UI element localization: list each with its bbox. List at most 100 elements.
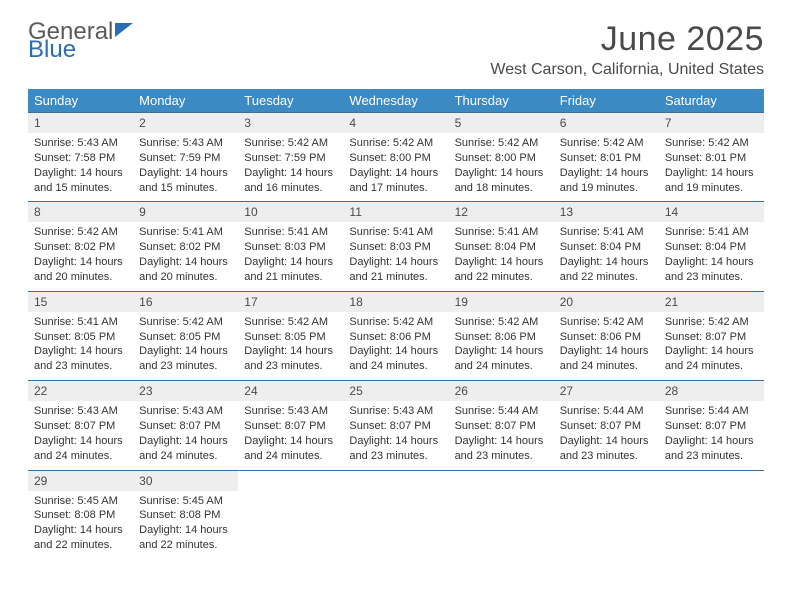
sunrise-line: Sunrise: 5:42 AM [244, 136, 337, 151]
calendar-day-cell: 26Sunrise: 5:44 AMSunset: 8:07 PMDayligh… [449, 381, 554, 470]
sunrise-line: Sunrise: 5:45 AM [139, 494, 232, 509]
daylight-line: Daylight: 14 hours and 22 minutes. [455, 255, 548, 285]
day-details: Sunrise: 5:42 AMSunset: 8:01 PMDaylight:… [554, 133, 659, 201]
day-number: 1 [28, 113, 133, 133]
day-number: 6 [554, 113, 659, 133]
day-number: 11 [343, 202, 448, 222]
sunset-line: Sunset: 8:08 PM [34, 508, 127, 523]
sunrise-line: Sunrise: 5:43 AM [139, 404, 232, 419]
sunrise-line: Sunrise: 5:42 AM [139, 315, 232, 330]
daylight-line: Daylight: 14 hours and 15 minutes. [139, 166, 232, 196]
day-number: 16 [133, 292, 238, 312]
day-number: 25 [343, 381, 448, 401]
day-details: Sunrise: 5:43 AMSunset: 8:07 PMDaylight:… [133, 401, 238, 469]
daylight-line: Daylight: 14 hours and 21 minutes. [244, 255, 337, 285]
day-details: Sunrise: 5:43 AMSunset: 8:07 PMDaylight:… [238, 401, 343, 469]
calendar-week-row: 29Sunrise: 5:45 AMSunset: 8:08 PMDayligh… [28, 470, 764, 559]
day-number: 4 [343, 113, 448, 133]
calendar-day-cell: 15Sunrise: 5:41 AMSunset: 8:05 PMDayligh… [28, 291, 133, 380]
daylight-line: Daylight: 14 hours and 15 minutes. [34, 166, 127, 196]
sunrise-line: Sunrise: 5:42 AM [455, 315, 548, 330]
day-number-empty [343, 471, 448, 491]
sunrise-line: Sunrise: 5:42 AM [665, 315, 758, 330]
calendar-day-cell: 23Sunrise: 5:43 AMSunset: 8:07 PMDayligh… [133, 381, 238, 470]
calendar-day-cell [449, 470, 554, 559]
day-details: Sunrise: 5:42 AMSunset: 8:07 PMDaylight:… [659, 312, 764, 380]
daylight-line: Daylight: 14 hours and 17 minutes. [349, 166, 442, 196]
day-number: 14 [659, 202, 764, 222]
sunrise-line: Sunrise: 5:42 AM [560, 136, 653, 151]
day-details: Sunrise: 5:42 AMSunset: 7:59 PMDaylight:… [238, 133, 343, 201]
day-number: 9 [133, 202, 238, 222]
day-number: 19 [449, 292, 554, 312]
sunrise-line: Sunrise: 5:43 AM [34, 404, 127, 419]
calendar-day-cell: 22Sunrise: 5:43 AMSunset: 8:07 PMDayligh… [28, 381, 133, 470]
weekday-header: Wednesday [343, 89, 448, 113]
day-details: Sunrise: 5:43 AMSunset: 7:58 PMDaylight:… [28, 133, 133, 201]
day-number: 8 [28, 202, 133, 222]
sunset-line: Sunset: 7:59 PM [244, 151, 337, 166]
daylight-line: Daylight: 14 hours and 23 minutes. [665, 434, 758, 464]
calendar-day-cell: 30Sunrise: 5:45 AMSunset: 8:08 PMDayligh… [133, 470, 238, 559]
calendar-day-cell: 19Sunrise: 5:42 AMSunset: 8:06 PMDayligh… [449, 291, 554, 380]
sunset-line: Sunset: 7:58 PM [34, 151, 127, 166]
daylight-line: Daylight: 14 hours and 24 minutes. [455, 344, 548, 374]
sunrise-line: Sunrise: 5:42 AM [349, 315, 442, 330]
day-details: Sunrise: 5:42 AMSunset: 8:06 PMDaylight:… [343, 312, 448, 380]
sunset-line: Sunset: 8:02 PM [34, 240, 127, 255]
sunset-line: Sunset: 8:03 PM [349, 240, 442, 255]
calendar-week-row: 8Sunrise: 5:42 AMSunset: 8:02 PMDaylight… [28, 202, 764, 291]
daylight-line: Daylight: 14 hours and 23 minutes. [244, 344, 337, 374]
sunrise-line: Sunrise: 5:41 AM [455, 225, 548, 240]
day-details: Sunrise: 5:42 AMSunset: 8:00 PMDaylight:… [343, 133, 448, 201]
calendar-day-cell: 27Sunrise: 5:44 AMSunset: 8:07 PMDayligh… [554, 381, 659, 470]
day-details: Sunrise: 5:42 AMSunset: 8:06 PMDaylight:… [554, 312, 659, 380]
calendar-day-cell: 6Sunrise: 5:42 AMSunset: 8:01 PMDaylight… [554, 113, 659, 202]
weekday-header: Monday [133, 89, 238, 113]
calendar-day-cell: 24Sunrise: 5:43 AMSunset: 8:07 PMDayligh… [238, 381, 343, 470]
calendar-day-cell: 20Sunrise: 5:42 AMSunset: 8:06 PMDayligh… [554, 291, 659, 380]
day-details: Sunrise: 5:41 AMSunset: 8:04 PMDaylight:… [554, 222, 659, 290]
day-details: Sunrise: 5:45 AMSunset: 8:08 PMDaylight:… [133, 491, 238, 559]
sunrise-line: Sunrise: 5:41 AM [244, 225, 337, 240]
calendar-day-cell: 12Sunrise: 5:41 AMSunset: 8:04 PMDayligh… [449, 202, 554, 291]
calendar-day-cell: 10Sunrise: 5:41 AMSunset: 8:03 PMDayligh… [238, 202, 343, 291]
header: General Blue June 2025 West Carson, Cali… [28, 20, 764, 79]
weekday-header: Friday [554, 89, 659, 113]
day-number: 3 [238, 113, 343, 133]
day-details: Sunrise: 5:42 AMSunset: 8:02 PMDaylight:… [28, 222, 133, 290]
sunset-line: Sunset: 8:07 PM [665, 330, 758, 345]
daylight-line: Daylight: 14 hours and 20 minutes. [139, 255, 232, 285]
day-details: Sunrise: 5:42 AMSunset: 8:05 PMDaylight:… [133, 312, 238, 380]
calendar-day-cell [659, 470, 764, 559]
calendar-day-cell: 5Sunrise: 5:42 AMSunset: 8:00 PMDaylight… [449, 113, 554, 202]
day-details: Sunrise: 5:44 AMSunset: 8:07 PMDaylight:… [554, 401, 659, 469]
sunrise-line: Sunrise: 5:41 AM [665, 225, 758, 240]
day-number: 17 [238, 292, 343, 312]
calendar-day-cell [343, 470, 448, 559]
daylight-line: Daylight: 14 hours and 23 minutes. [139, 344, 232, 374]
sunrise-line: Sunrise: 5:44 AM [560, 404, 653, 419]
day-number: 29 [28, 471, 133, 491]
logo-word-2: Blue [28, 36, 76, 63]
daylight-line: Daylight: 14 hours and 21 minutes. [349, 255, 442, 285]
calendar-day-cell: 29Sunrise: 5:45 AMSunset: 8:08 PMDayligh… [28, 470, 133, 559]
calendar-day-cell: 2Sunrise: 5:43 AMSunset: 7:59 PMDaylight… [133, 113, 238, 202]
calendar-day-cell: 14Sunrise: 5:41 AMSunset: 8:04 PMDayligh… [659, 202, 764, 291]
calendar-day-cell: 25Sunrise: 5:43 AMSunset: 8:07 PMDayligh… [343, 381, 448, 470]
daylight-line: Daylight: 14 hours and 19 minutes. [665, 166, 758, 196]
day-number: 23 [133, 381, 238, 401]
sunset-line: Sunset: 8:08 PM [139, 508, 232, 523]
sunset-line: Sunset: 8:07 PM [455, 419, 548, 434]
daylight-line: Daylight: 14 hours and 16 minutes. [244, 166, 337, 196]
sunset-line: Sunset: 8:01 PM [665, 151, 758, 166]
daylight-line: Daylight: 14 hours and 24 minutes. [34, 434, 127, 464]
day-number: 22 [28, 381, 133, 401]
day-details: Sunrise: 5:44 AMSunset: 8:07 PMDaylight:… [449, 401, 554, 469]
calendar-day-cell: 4Sunrise: 5:42 AMSunset: 8:00 PMDaylight… [343, 113, 448, 202]
sunrise-line: Sunrise: 5:41 AM [34, 315, 127, 330]
daylight-line: Daylight: 14 hours and 24 minutes. [560, 344, 653, 374]
calendar-day-cell: 3Sunrise: 5:42 AMSunset: 7:59 PMDaylight… [238, 113, 343, 202]
calendar-day-cell: 7Sunrise: 5:42 AMSunset: 8:01 PMDaylight… [659, 113, 764, 202]
day-number: 15 [28, 292, 133, 312]
